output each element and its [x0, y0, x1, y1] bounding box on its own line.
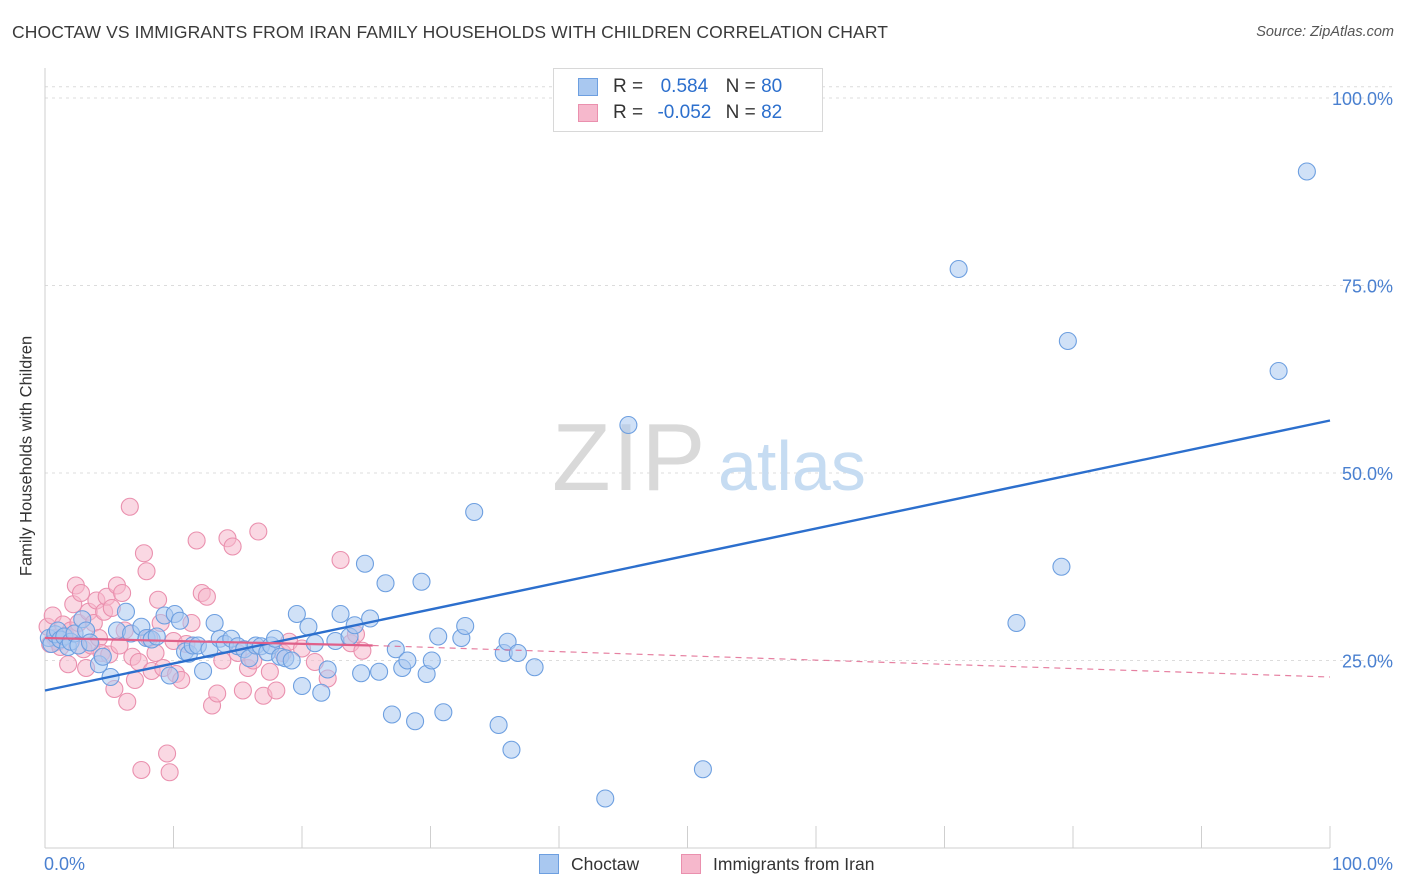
- iran-point: [149, 590, 168, 609]
- choctaw-point: [1052, 557, 1071, 576]
- choctaw-point: [312, 683, 331, 702]
- legend-n-value: 82: [761, 102, 783, 123]
- iran-point: [208, 684, 227, 703]
- choctaw-point: [1007, 613, 1026, 633]
- watermark: ZIP atlas: [552, 404, 866, 511]
- iran-point: [249, 522, 268, 541]
- choctaw-point: [170, 611, 189, 630]
- iran-point: [260, 662, 279, 681]
- iran-point: [267, 681, 286, 700]
- axes: [44, 68, 1331, 849]
- legend-n-label: N =: [725, 76, 756, 97]
- legend-n-value: 80: [761, 76, 783, 97]
- choctaw-trend-line: [44, 419, 1331, 692]
- y-tick-label: 25.0%: [1342, 652, 1393, 672]
- bottom-legend-choctaw: Choctaw: [539, 852, 639, 876]
- choctaw-point: [1297, 162, 1316, 181]
- gridlines: [45, 86, 1393, 661]
- bottom-legend-iran: Immigrants from Iran: [681, 852, 874, 876]
- choctaw-point: [429, 627, 448, 646]
- iran-point: [118, 692, 137, 711]
- legend-r-value: -0.052: [657, 102, 712, 123]
- chart-title: CHOCTAW VS IMMIGRANTS FROM IRAN FAMILY H…: [12, 22, 889, 42]
- iran-swatch: [578, 104, 598, 122]
- choctaw-point: [693, 760, 712, 779]
- choctaw-point: [596, 789, 615, 808]
- choctaw-point: [116, 602, 136, 621]
- choctaw-point: [292, 676, 312, 696]
- choctaw-swatch: [578, 78, 598, 96]
- choctaw-point: [80, 633, 100, 652]
- choctaw-point: [282, 651, 301, 670]
- legend-n-label: N =: [725, 102, 756, 123]
- iran-point: [197, 587, 216, 606]
- legend-r-value: 0.584: [660, 76, 709, 97]
- choctaw-point: [406, 712, 425, 731]
- choctaw-point: [376, 574, 395, 593]
- choctaw-point: [287, 604, 306, 624]
- watermark-atlas: atlas: [718, 427, 866, 505]
- iran-point: [134, 544, 153, 563]
- choctaw-point: [147, 627, 166, 646]
- iran-point: [132, 760, 151, 780]
- iran-point: [187, 531, 206, 550]
- choctaw-point: [265, 629, 285, 648]
- choctaw-point: [194, 661, 213, 681]
- y-axis-label: Family Households with Children: [17, 335, 36, 577]
- choctaw-point: [422, 651, 441, 670]
- choctaw-point: [331, 604, 350, 624]
- legend-r-label: R =: [613, 102, 644, 123]
- iran-trend-line: [44, 636, 373, 647]
- choctaw-point: [949, 259, 968, 279]
- iran-trend-line-dashed: [372, 644, 1331, 678]
- bottom-legend-label: Choctaw: [571, 853, 640, 874]
- choctaw-point: [502, 740, 521, 759]
- iran-point: [233, 681, 252, 700]
- choctaw-point: [508, 643, 527, 663]
- choctaw-point: [465, 502, 484, 522]
- choctaw-point: [382, 705, 402, 724]
- iran-point: [137, 562, 156, 581]
- y-tick-label: 100.0%: [1332, 89, 1393, 109]
- choctaw-point: [456, 616, 475, 636]
- iran-point: [160, 763, 179, 782]
- bottom-legend-label: Immigrants from Iran: [713, 853, 875, 874]
- choctaw-swatch: [539, 854, 559, 874]
- iran-point: [223, 537, 242, 556]
- choctaw-point: [318, 660, 337, 679]
- choctaw-point: [370, 662, 389, 681]
- trend-lines: [44, 419, 1331, 692]
- choctaw-point: [93, 647, 112, 666]
- legend-r-label: R =: [613, 76, 644, 97]
- choctaw-point: [205, 613, 224, 633]
- choctaw-point: [412, 572, 431, 591]
- y-tick-label: 50.0%: [1342, 464, 1393, 484]
- iran-point: [331, 550, 350, 570]
- correlation-legend: R = 0.584 N = 80 R = -0.052 N = 82: [553, 68, 823, 132]
- choctaw-point: [619, 415, 638, 435]
- choctaw-point: [434, 703, 453, 722]
- iran-point: [120, 497, 139, 516]
- iran-point: [158, 744, 177, 763]
- x-tick-label: 100.0%: [1332, 854, 1393, 874]
- y-tick-label: 75.0%: [1342, 277, 1393, 297]
- source-label: Source: ZipAtlas.com: [1256, 24, 1394, 40]
- iran-point: [113, 583, 132, 603]
- choctaw-point: [1269, 361, 1288, 381]
- choctaw-point: [398, 651, 417, 670]
- choctaw-point: [355, 554, 375, 573]
- choctaw-point: [489, 715, 508, 735]
- choctaw-point: [525, 658, 544, 677]
- tick-labels: 25.0% 50.0% 75.0% 100.0% 0.0% 100.0%: [44, 89, 1393, 874]
- choctaw-point: [352, 664, 371, 683]
- choctaw-point: [386, 640, 405, 659]
- iran-swatch: [681, 854, 701, 874]
- iran-point: [353, 641, 372, 660]
- iran-point: [71, 583, 91, 603]
- choctaw-point: [1058, 331, 1077, 351]
- iran-point: [59, 655, 78, 674]
- x-tick-label: 0.0%: [44, 854, 85, 874]
- choctaw-point: [160, 666, 179, 685]
